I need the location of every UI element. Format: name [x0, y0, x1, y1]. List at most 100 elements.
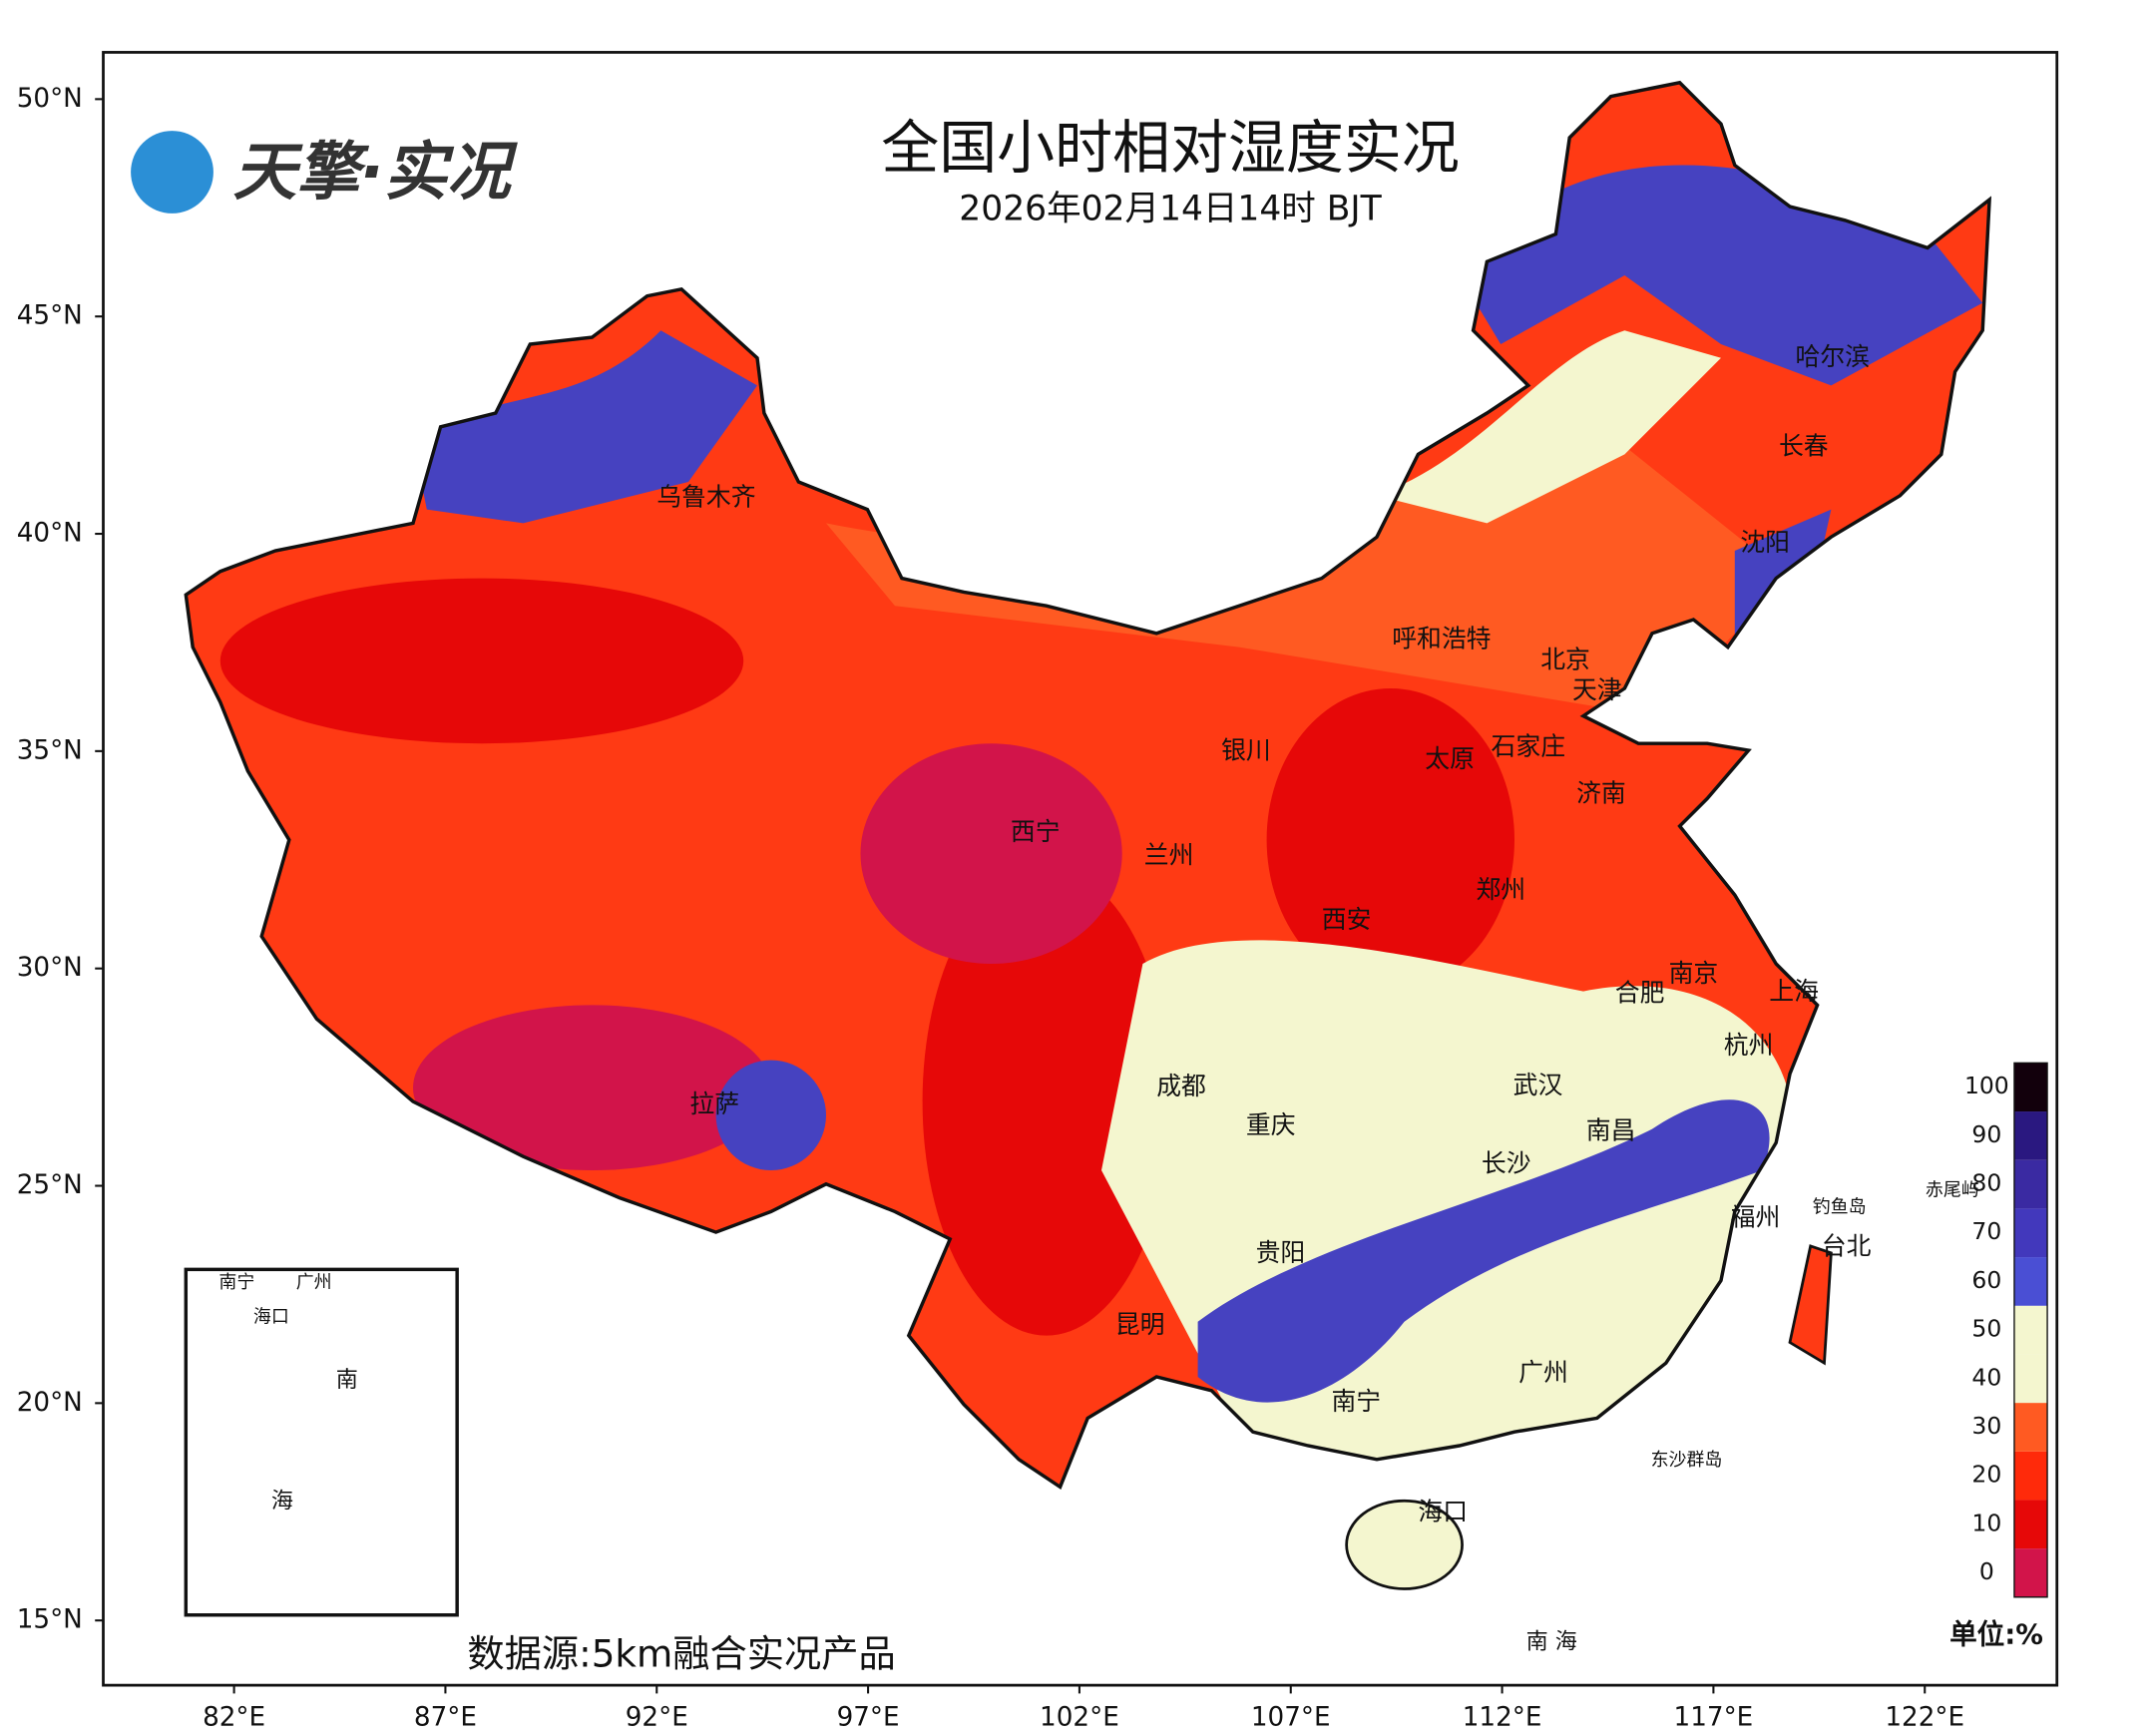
- city-label: 重庆: [1246, 1110, 1296, 1139]
- lat-tick-label: 50°N: [17, 84, 83, 114]
- city-label: 哈尔滨: [1796, 342, 1870, 371]
- lon-tick-label: 87°E: [414, 1703, 477, 1733]
- lat-tick-label: 20°N: [17, 1388, 83, 1418]
- lon-tick-label: 117°E: [1674, 1703, 1754, 1733]
- city-label: 长沙: [1482, 1148, 1531, 1177]
- city-label: 长春: [1779, 432, 1829, 461]
- lon-tick-label: 112°E: [1463, 1703, 1542, 1733]
- colorbar-segment: [2013, 1403, 2048, 1452]
- lat-tick-label: 25°N: [17, 1170, 83, 1200]
- colorbar-label: 100: [1964, 1072, 2009, 1099]
- colorbar-segment: [2013, 1500, 2048, 1549]
- city-label: 沈阳: [1740, 528, 1790, 557]
- field-blue: [1197, 1099, 1770, 1403]
- colorbar-label: 0: [1979, 1557, 1994, 1585]
- subtitle: 2026年02月14日14时 BJT: [959, 190, 1382, 229]
- field-blue: [715, 1060, 826, 1170]
- field-cream: [1101, 940, 1795, 1474]
- city-label: 济南: [1576, 778, 1626, 807]
- city-label: 南京: [1669, 959, 1719, 988]
- city-label: 西安: [1322, 905, 1372, 934]
- lon-tick-label: 92°E: [626, 1703, 688, 1733]
- data-source: 数据源:5km融合实况产品: [467, 1632, 895, 1676]
- field-red: [219, 578, 744, 744]
- colorbar-label: 20: [1971, 1461, 2001, 1489]
- island-label: 东沙群岛: [1651, 1450, 1723, 1471]
- colorbar-segment: [2013, 1548, 2048, 1597]
- logo-icon: [131, 131, 214, 214]
- city-label: 呼和浩特: [1392, 625, 1491, 653]
- city-label: 台北: [1822, 1231, 1872, 1260]
- colorbar-segment: [2013, 1257, 2048, 1306]
- lon-tick-label: 82°E: [203, 1703, 265, 1733]
- field-blue: [413, 330, 757, 524]
- inset-frame: [184, 1267, 459, 1617]
- city-label: 拉萨: [689, 1089, 739, 1118]
- city-label: 成都: [1156, 1072, 1206, 1100]
- field-crimson: [860, 743, 1122, 964]
- title: 全国小时相对湿度实况: [881, 114, 1460, 182]
- city-label: 天津: [1572, 675, 1622, 704]
- city-label: 太原: [1425, 744, 1475, 773]
- lat-tick-label: 15°N: [17, 1605, 83, 1635]
- lat-tick-label: 30°N: [17, 953, 83, 983]
- city-label: 北京: [1540, 645, 1590, 673]
- colorbar-label: 60: [1971, 1266, 2001, 1294]
- colorbar-segment: [2013, 1111, 2048, 1160]
- field-red: [922, 867, 1170, 1336]
- island-label: 赤尾屿: [1926, 1180, 1979, 1201]
- lat-tick-label: 40°N: [17, 519, 83, 549]
- city-label: 合肥: [1615, 978, 1665, 1007]
- island-label: 钓鱼岛: [1813, 1196, 1867, 1217]
- inset-label: 海口: [253, 1307, 289, 1328]
- colorbar-segment: [2013, 1451, 2048, 1501]
- city-label: 福州: [1731, 1202, 1781, 1231]
- colorbar-label: 70: [1971, 1217, 2001, 1245]
- lon-tick-label: 107°E: [1251, 1703, 1331, 1733]
- city-label: 杭州: [1724, 1031, 1774, 1060]
- inset-label: 海: [271, 1490, 293, 1515]
- city-label: 上海: [1769, 977, 1819, 1006]
- field-crimson: [413, 1005, 771, 1170]
- city-label: 武汉: [1513, 1071, 1563, 1099]
- unit-label: 单位:%: [1949, 1617, 2043, 1650]
- lon-tick-label: 122°E: [1885, 1703, 1964, 1733]
- logo-text: 天擎·实况: [233, 135, 519, 209]
- inset-label: 广州: [296, 1272, 332, 1293]
- map-root: 天擎·实况 全国小时相对湿度实况 2026年02月14日14时 BJT 数据源:…: [17, 51, 2059, 1733]
- island-label: 南 海: [1526, 1629, 1577, 1654]
- field-red: [1266, 688, 1514, 992]
- colorbar-frame: [2013, 1062, 2048, 1598]
- colorbar-segment: [2013, 1208, 2048, 1258]
- colorbar-label: 10: [1971, 1509, 2001, 1536]
- colorbar-label: 40: [1971, 1363, 2001, 1391]
- city-label: 石家庄: [1492, 731, 1566, 760]
- city-label: 郑州: [1476, 875, 1525, 904]
- city-label: 兰州: [1144, 840, 1194, 869]
- colorbar-label: 90: [1971, 1120, 2001, 1148]
- city-label: 南昌: [1586, 1115, 1636, 1144]
- city-label: 广州: [1518, 1358, 1568, 1387]
- city-label: 贵阳: [1256, 1238, 1306, 1267]
- lon-tick-label: 102°E: [1040, 1703, 1119, 1733]
- hainan: [1345, 1499, 1464, 1590]
- city-label: 南宁: [1331, 1387, 1381, 1416]
- colorbar-label: 30: [1971, 1412, 2001, 1440]
- city-label: 乌鲁木齐: [656, 483, 755, 512]
- colorbar-segment: [2013, 1159, 2048, 1209]
- colorbar-segment: [2013, 1063, 2048, 1112]
- inset-label: 南: [336, 1368, 358, 1393]
- colorbar-segment: [2013, 1354, 2048, 1404]
- city-label: 银川: [1221, 735, 1271, 764]
- colorbar-label: 80: [1971, 1169, 2001, 1197]
- lat-tick-label: 35°N: [17, 735, 83, 765]
- inset-label: 南宁: [218, 1272, 254, 1293]
- lon-tick-label: 97°E: [837, 1703, 900, 1733]
- city-label: 海口: [1418, 1498, 1468, 1526]
- taiwan: [1788, 1244, 1833, 1366]
- colorbar-label: 50: [1971, 1315, 2001, 1343]
- colorbar-segment: [2013, 1305, 2048, 1355]
- field-cream: [1377, 330, 1721, 524]
